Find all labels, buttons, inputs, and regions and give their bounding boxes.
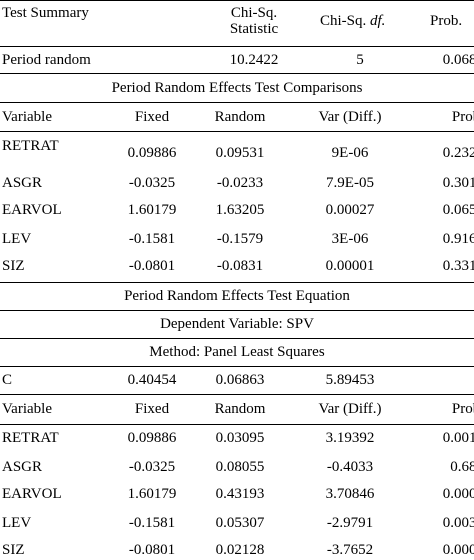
header-chisq-df-label: Chi-Sq. <box>320 13 367 29</box>
row-fixed: -0.1581 <box>128 515 176 531</box>
col-var-diff: Var (Diff.) <box>318 109 382 125</box>
row-var-diff: 3E-06 <box>331 231 369 247</box>
rule <box>0 102 474 103</box>
row-fixed: 0.09886 <box>127 430 177 446</box>
method-label: Method: Panel Least Squares <box>149 344 325 360</box>
row-prob: 0.0002 <box>442 486 474 502</box>
header-test-summary: Test Summary <box>2 5 89 21</box>
row-variable: C <box>2 372 13 388</box>
summary-df: 5 <box>356 52 364 68</box>
header-chisq: Chi-Sq. <box>230 5 278 21</box>
col-fixed: Fixed <box>134 401 170 417</box>
header-df-label: df. <box>370 13 386 29</box>
summary-prob: 0.0687 <box>442 52 474 68</box>
col-random: Random <box>214 109 266 125</box>
row-fixed: -0.0325 <box>128 175 176 191</box>
row-random: -0.0831 <box>216 258 264 274</box>
equation-title: Period Random Effects Test Equation <box>124 288 350 304</box>
row-random: -0.0233 <box>216 175 264 191</box>
row-variable: SIZ <box>2 258 25 274</box>
rule <box>0 338 474 339</box>
row-variable: ASGR <box>2 175 43 191</box>
col-var-diff: Var (Diff.) <box>318 401 382 417</box>
row-fixed: -0.0325 <box>128 459 176 475</box>
col-random: Random <box>214 401 266 417</box>
row-fixed: 0.40454 <box>127 372 177 388</box>
row-prob: 0.2326 <box>442 145 474 161</box>
dependent-variable: Dependent Variable: SPV <box>160 316 314 332</box>
row-prob: 0.3316 <box>442 258 474 274</box>
row-var-diff: -3.7652 <box>326 542 374 558</box>
row-random: 0.09531 <box>215 145 265 161</box>
rule <box>0 424 474 425</box>
row-random: 0.02128 <box>215 542 265 558</box>
row-var-diff: 9E-06 <box>331 145 369 161</box>
col-variable: Variable <box>2 109 52 125</box>
row-var-diff: 0.00027 <box>325 202 375 218</box>
row-fixed: -0.1581 <box>128 231 176 247</box>
row-prob: 0.0015 <box>442 430 474 446</box>
rule <box>0 131 474 132</box>
row-variable: EARVOL <box>2 486 62 502</box>
row-random: -0.1579 <box>216 231 264 247</box>
col-variable: Variable <box>2 401 52 417</box>
row-variable: SIZ <box>2 542 25 558</box>
row-var-diff: -0.4033 <box>326 459 374 475</box>
row-random: 1.63205 <box>215 202 265 218</box>
summary-statistic: 10.2422 <box>229 52 279 68</box>
row-variable: ASGR <box>2 459 43 475</box>
row-random: 0.03095 <box>215 430 265 446</box>
header-prob: Prob. <box>430 13 463 29</box>
rule <box>0 282 474 283</box>
row-var-diff: 3.19392 <box>325 430 375 446</box>
row-prob: 0.0658 <box>442 202 474 218</box>
rule <box>0 0 474 1</box>
col-prob: Prob. <box>451 109 474 125</box>
row-var-diff: 3.70846 <box>325 486 375 502</box>
row-fixed: -0.0801 <box>128 258 176 274</box>
row-fixed: 1.60179 <box>127 486 177 502</box>
rule <box>0 46 474 47</box>
row-prob: 0 <box>412 372 474 389</box>
row-random: 0.08055 <box>215 459 265 475</box>
row-var-diff: 0.00001 <box>325 258 375 274</box>
row-random: 0.06863 <box>215 372 265 388</box>
row-random: 0.43193 <box>215 486 265 502</box>
row-variable: LEV <box>2 231 32 247</box>
col-prob: Prob. <box>451 401 474 417</box>
col-fixed: Fixed <box>134 109 170 125</box>
row-var-diff: 5.89453 <box>325 372 375 388</box>
row-variable: EARVOL <box>2 202 62 218</box>
header-statistic: Statistic <box>229 21 279 37</box>
row-random: 0.05307 <box>215 515 265 531</box>
row-prob: 0.3013 <box>442 175 474 191</box>
row-variable: RETRAT <box>2 430 59 446</box>
row-variable: RETRAT <box>2 138 59 154</box>
rule <box>0 73 474 74</box>
row-prob: 0.687 <box>450 459 474 475</box>
row-var-diff: 7.9E-05 <box>326 175 374 191</box>
row-variable: LEV <box>2 515 32 531</box>
row-prob: 0.0002 <box>442 542 474 558</box>
row-fixed: 1.60179 <box>127 202 177 218</box>
comparisons-title: Period Random Effects Test Comparisons <box>111 80 363 96</box>
header-chisq-df: Chi-Sq. df. <box>320 13 385 30</box>
row-prob: 0.9169 <box>442 231 474 247</box>
row-var-diff: -2.9791 <box>326 515 374 531</box>
rule <box>0 310 474 311</box>
rule <box>0 366 474 367</box>
summary-test-name: Period random <box>2 52 91 68</box>
row-prob: 0.0031 <box>442 515 474 531</box>
rule <box>0 394 474 395</box>
row-fixed: -0.0801 <box>128 542 176 558</box>
row-fixed: 0.09886 <box>127 145 177 161</box>
